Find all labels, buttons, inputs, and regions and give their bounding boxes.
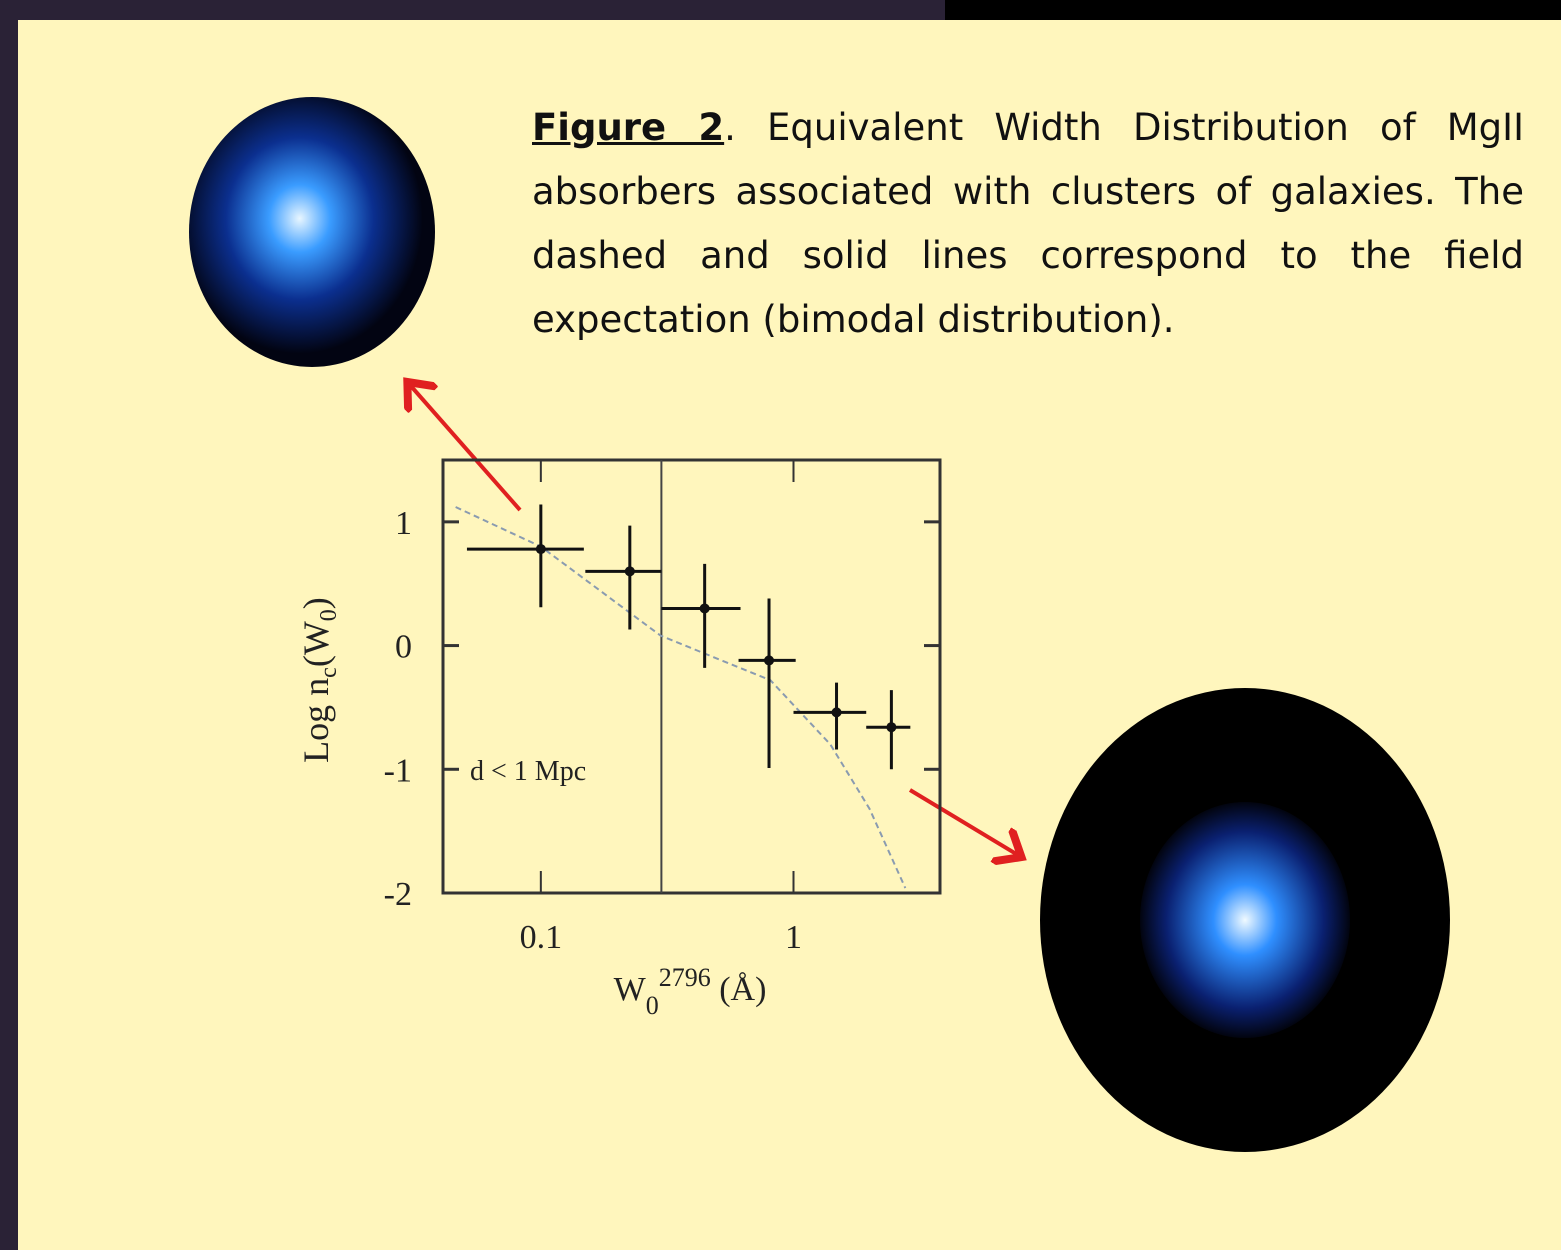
y-tick-label: -2 (384, 876, 412, 913)
y-tick-label: 1 (395, 505, 412, 542)
data-point (699, 603, 710, 614)
y-tick-label: -1 (384, 752, 412, 789)
x-axis-label-part: W (614, 971, 647, 1008)
x-axis-label-part: (Å) (711, 971, 767, 1008)
data-point (886, 722, 897, 733)
arrow (410, 385, 522, 512)
y-axis-label: Log nc(W0) (296, 597, 342, 763)
data-point (624, 566, 635, 577)
x-tick-label: 1 (785, 919, 802, 956)
x-axis-label-part: 0 (646, 991, 659, 1020)
y-axis-label-part: Log n (296, 678, 336, 763)
plot-frame (441, 458, 942, 895)
y-axis-label-part: ) (296, 597, 336, 609)
top-strip (945, 0, 1561, 20)
x-tick-label: 0.1 (520, 919, 563, 956)
y-axis-label-part: 0 (316, 609, 342, 621)
data-point (764, 655, 775, 666)
data-point (831, 707, 842, 718)
data-point (535, 544, 546, 555)
y-axis-label-part: (W (296, 621, 336, 667)
annotation: d < 1 Mpc (470, 756, 586, 787)
figure-label: Figure 2 (532, 106, 725, 149)
caption: Figure 2. Equivalent Width Distribution … (532, 96, 1524, 352)
arrow (908, 788, 1018, 855)
y-axis-label-part: c (316, 667, 342, 678)
x-axis-label: W02796 (Å) (614, 963, 767, 1020)
galaxy-image (1140, 802, 1350, 1038)
x-axis-label-part: 2796 (659, 963, 711, 992)
caption-text: . Equivalent Width Distribution of MgII … (532, 106, 1524, 341)
galaxy-image (189, 97, 435, 367)
y-tick-label: 0 (395, 629, 412, 666)
